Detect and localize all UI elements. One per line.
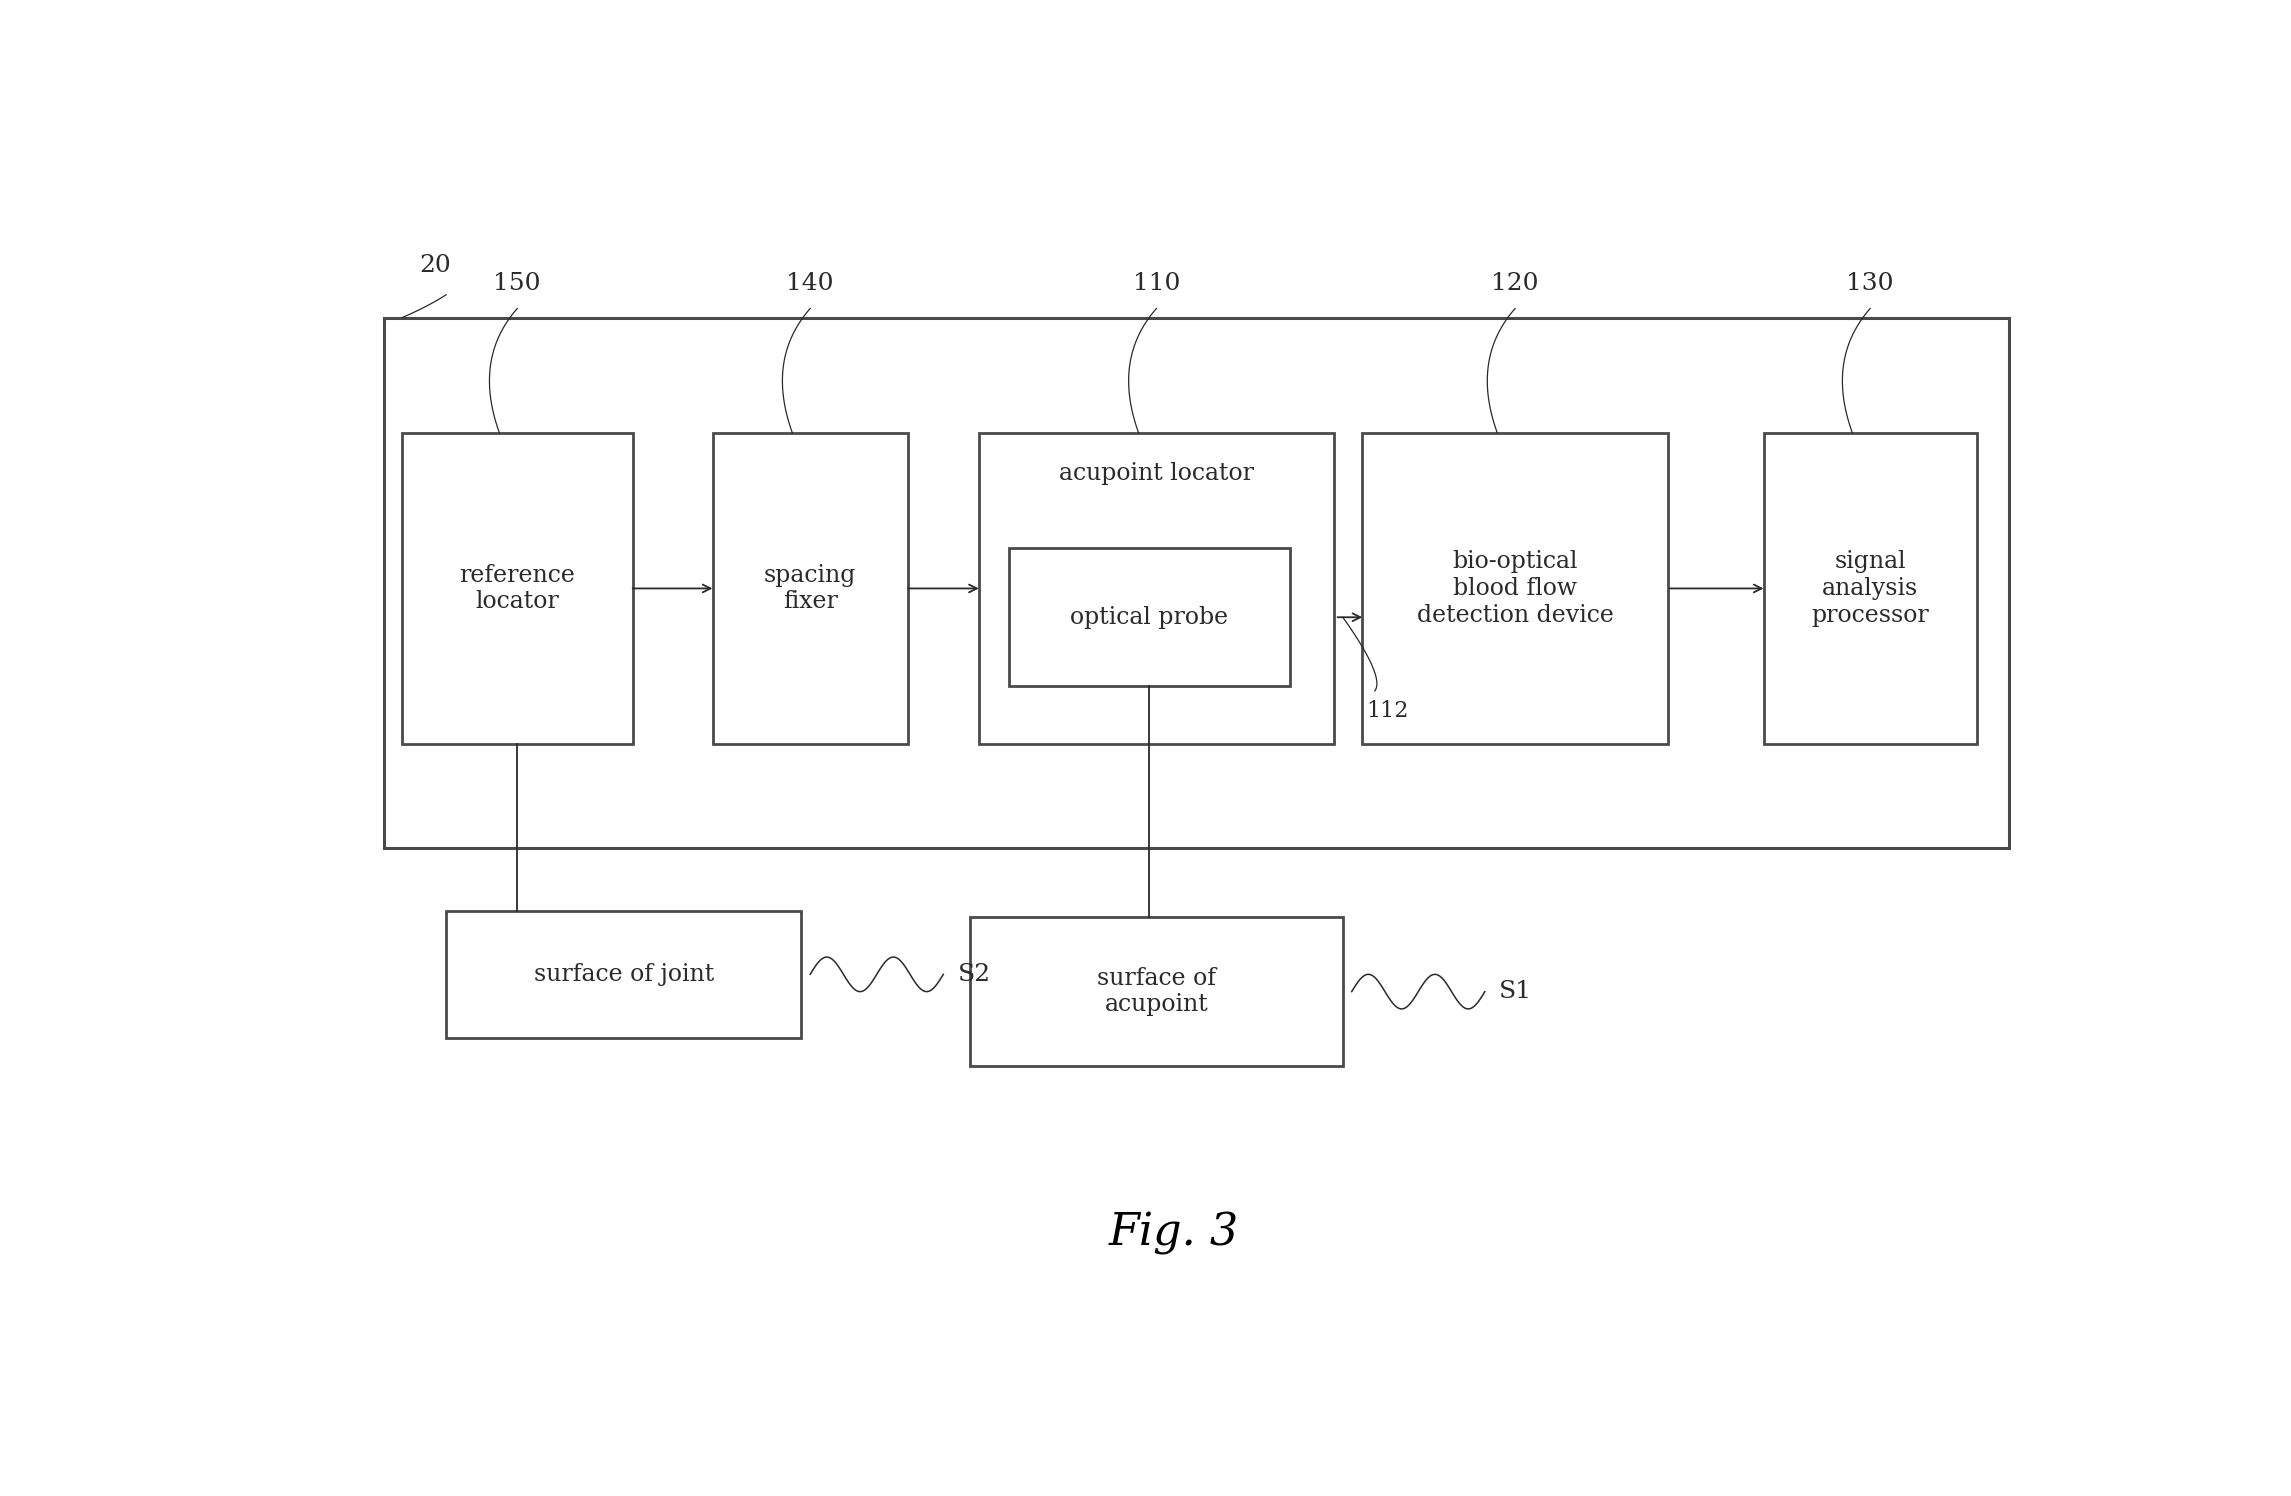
Text: signal
analysis
processor: signal analysis processor [1812,551,1929,627]
Bar [385,317,2009,848]
Bar [713,432,907,744]
Text: acupoint locator: acupoint locator [1058,462,1253,485]
Text: 110: 110 [1132,272,1180,295]
Text: Fig. 3: Fig. 3 [1109,1212,1239,1255]
Text: surface of joint: surface of joint [534,963,715,986]
Bar [401,432,632,744]
Text: 112: 112 [1365,700,1409,723]
Bar [978,432,1333,744]
Text: 130: 130 [1847,272,1895,295]
Text: spacing
fixer: spacing fixer [763,564,857,613]
Bar [969,917,1343,1067]
Text: 150: 150 [493,272,541,295]
Bar [1008,548,1290,687]
Bar [447,911,802,1038]
Text: optical probe: optical probe [1070,606,1228,628]
Text: 20: 20 [419,254,451,277]
Text: bio-optical
blood flow
detection device: bio-optical blood flow detection device [1416,551,1613,627]
Text: reference
locator: reference locator [458,564,575,613]
Text: surface of
acupoint: surface of acupoint [1097,966,1217,1016]
Bar [1764,432,1977,744]
Text: S1: S1 [1498,980,1533,1004]
Text: 140: 140 [786,272,834,295]
Text: 120: 120 [1491,272,1540,295]
Text: S2: S2 [958,963,990,986]
Bar [1363,432,1668,744]
